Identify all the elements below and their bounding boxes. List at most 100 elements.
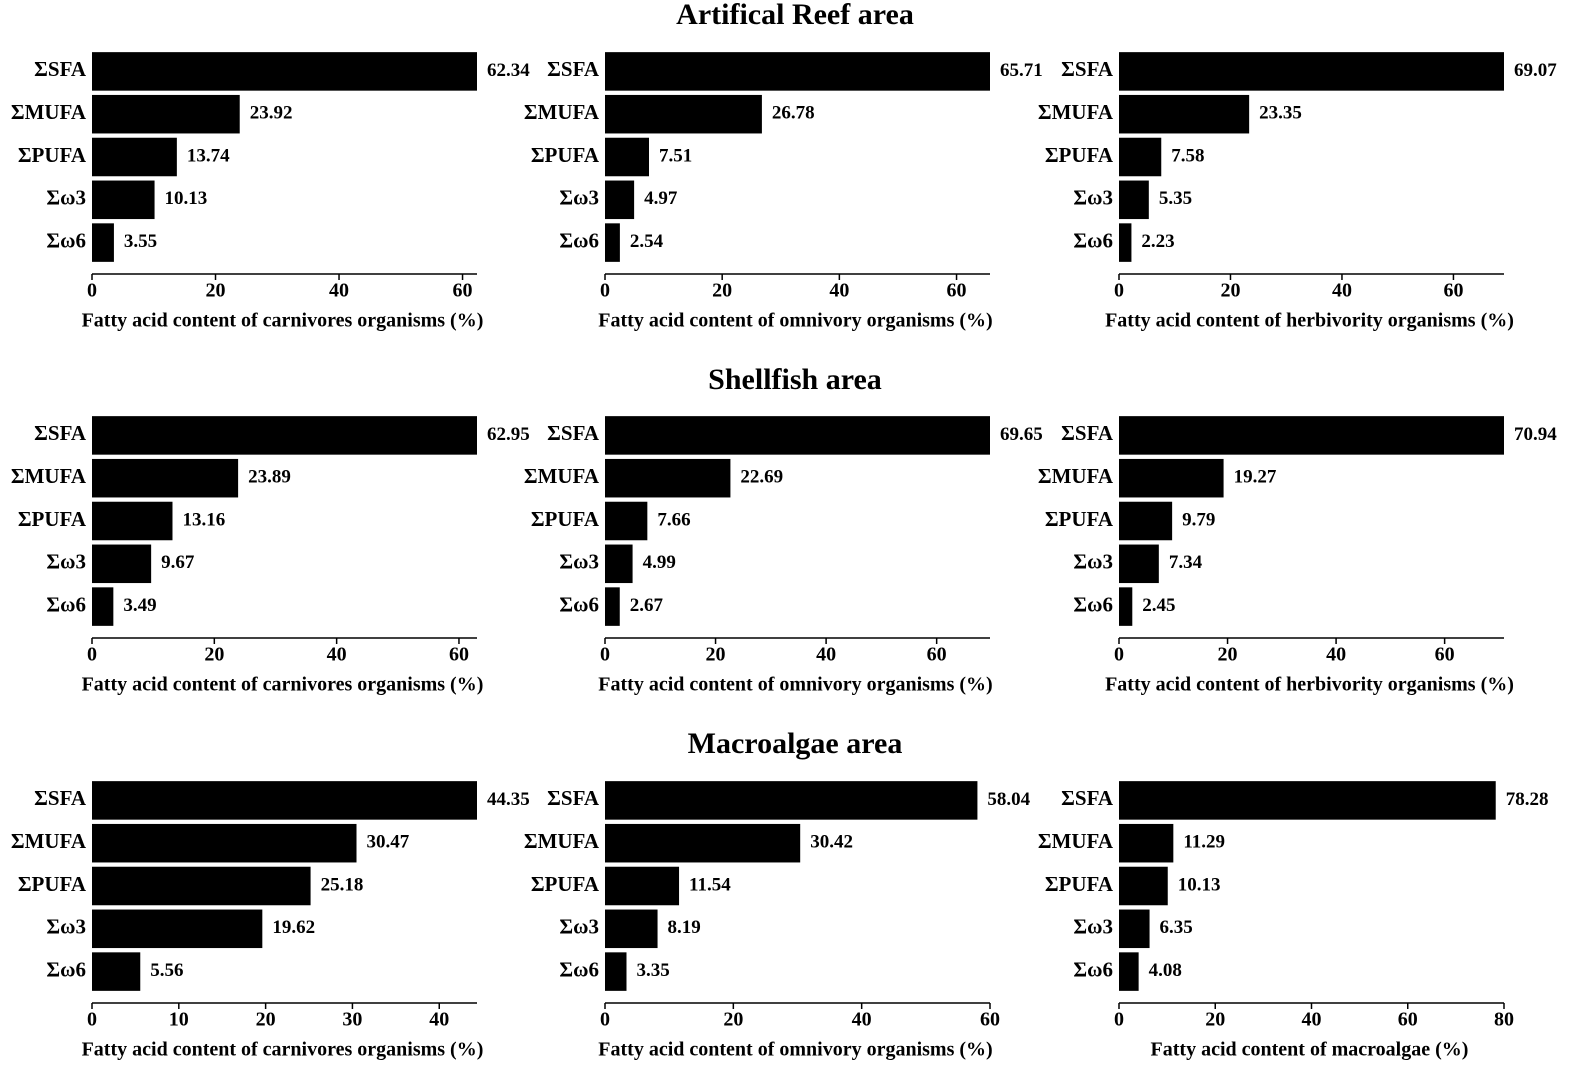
bar xyxy=(605,823,801,863)
x-tick-label: 10 xyxy=(169,1009,189,1031)
category-label: ΣPUFA xyxy=(1045,143,1114,167)
bar xyxy=(605,587,620,626)
category-label: ΣSFA xyxy=(1061,421,1114,445)
bar xyxy=(92,458,239,498)
value-label: 5.56 xyxy=(150,960,183,981)
category-label: Σω6 xyxy=(559,957,599,981)
value-label: 2.23 xyxy=(1141,231,1174,252)
x-axis-label: Fatty acid content of herbivority organi… xyxy=(1105,674,1514,696)
bar xyxy=(605,458,731,498)
value-label: 2.54 xyxy=(630,231,664,252)
category-label: ΣSFA xyxy=(547,421,600,445)
x-tick-label: 20 xyxy=(1218,644,1238,666)
category-label: ΣMUFA xyxy=(11,100,87,124)
category-label: Σω6 xyxy=(559,228,599,252)
value-label: 69.07 xyxy=(1514,60,1557,81)
category-label: Σω3 xyxy=(1073,915,1113,939)
bar xyxy=(1119,781,1496,820)
category-label: ΣSFA xyxy=(1061,57,1114,81)
category-label: Σω6 xyxy=(1073,592,1113,616)
value-label: 26.78 xyxy=(772,103,815,124)
category-label: Σω6 xyxy=(559,592,599,616)
bar xyxy=(1119,416,1504,455)
category-label: Σω6 xyxy=(1073,228,1113,252)
value-label: 11.29 xyxy=(1183,832,1225,853)
value-label: 8.19 xyxy=(668,917,701,938)
value-label: 4.08 xyxy=(1149,960,1182,981)
value-label: 3.55 xyxy=(124,231,157,252)
bar xyxy=(92,137,177,177)
bar xyxy=(1119,866,1168,906)
category-label: ΣPUFA xyxy=(531,143,600,167)
value-label: 3.49 xyxy=(123,595,156,616)
bar xyxy=(605,223,620,262)
row-title: Shellfish area xyxy=(708,363,882,396)
bar xyxy=(92,223,114,262)
value-label: 9.79 xyxy=(1182,509,1215,530)
x-tick-label: 60 xyxy=(980,1009,1000,1031)
x-tick-label: 30 xyxy=(342,1009,362,1031)
x-tick-label: 40 xyxy=(329,280,349,302)
x-tick-label: 60 xyxy=(1435,644,1455,666)
category-label: Σω3 xyxy=(559,915,599,939)
category-label: ΣMUFA xyxy=(1038,464,1114,488)
bar xyxy=(1119,137,1162,177)
bar xyxy=(605,180,635,220)
value-label: 65.71 xyxy=(1000,60,1043,81)
value-label: 19.62 xyxy=(272,917,315,938)
bar xyxy=(605,781,978,820)
category-label: ΣSFA xyxy=(547,57,600,81)
bar xyxy=(1119,909,1150,949)
value-label: 3.35 xyxy=(636,960,669,981)
x-axis-label: Fatty acid content of omnivory organisms… xyxy=(598,674,992,696)
x-tick-label: 20 xyxy=(204,644,224,666)
x-tick-label: 0 xyxy=(600,644,610,666)
x-tick-label: 0 xyxy=(87,644,97,666)
bar xyxy=(92,952,141,991)
x-tick-label: 0 xyxy=(600,280,610,302)
bar xyxy=(1119,458,1224,498)
category-label: ΣPUFA xyxy=(18,507,87,531)
x-axis-label: Fatty acid content of omnivory organisms… xyxy=(598,1039,992,1061)
x-tick-label: 20 xyxy=(1220,280,1240,302)
bar xyxy=(605,909,658,949)
bar xyxy=(605,866,680,906)
x-tick-label: 40 xyxy=(1326,644,1346,666)
bar xyxy=(605,416,990,455)
bar xyxy=(605,52,990,91)
category-label: Σω6 xyxy=(46,228,86,252)
category-label: ΣSFA xyxy=(1061,786,1114,810)
value-label: 78.28 xyxy=(1506,789,1549,810)
value-label: 10.13 xyxy=(165,188,208,209)
bar xyxy=(605,94,762,134)
category-label: ΣPUFA xyxy=(18,143,87,167)
x-tick-label: 0 xyxy=(87,1009,97,1031)
category-label: ΣPUFA xyxy=(531,507,600,531)
value-label: 30.47 xyxy=(367,832,410,853)
category-label: ΣMUFA xyxy=(524,464,600,488)
x-tick-label: 40 xyxy=(1302,1009,1322,1031)
value-label: 19.27 xyxy=(1234,467,1277,488)
x-tick-label: 0 xyxy=(600,1009,610,1031)
value-label: 11.54 xyxy=(689,874,731,895)
x-tick-label: 20 xyxy=(723,1009,743,1031)
category-label: Σω3 xyxy=(46,915,86,939)
bar xyxy=(1119,52,1504,91)
x-tick-label: 20 xyxy=(706,644,726,666)
bar xyxy=(605,952,627,991)
value-label: 7.51 xyxy=(659,145,692,166)
x-tick-label: 20 xyxy=(206,280,226,302)
bar xyxy=(92,501,173,541)
bar xyxy=(92,416,477,455)
category-label: Σω3 xyxy=(559,186,599,210)
bar xyxy=(92,180,155,220)
category-label: ΣMUFA xyxy=(524,829,600,853)
bar xyxy=(92,866,311,906)
bar xyxy=(1119,952,1139,991)
x-tick-label: 20 xyxy=(256,1009,276,1031)
x-tick-label: 40 xyxy=(816,644,836,666)
category-label: Σω3 xyxy=(1073,550,1113,574)
x-axis-label: Fatty acid content of carnivores organis… xyxy=(82,1039,484,1061)
category-label: ΣSFA xyxy=(34,421,87,445)
